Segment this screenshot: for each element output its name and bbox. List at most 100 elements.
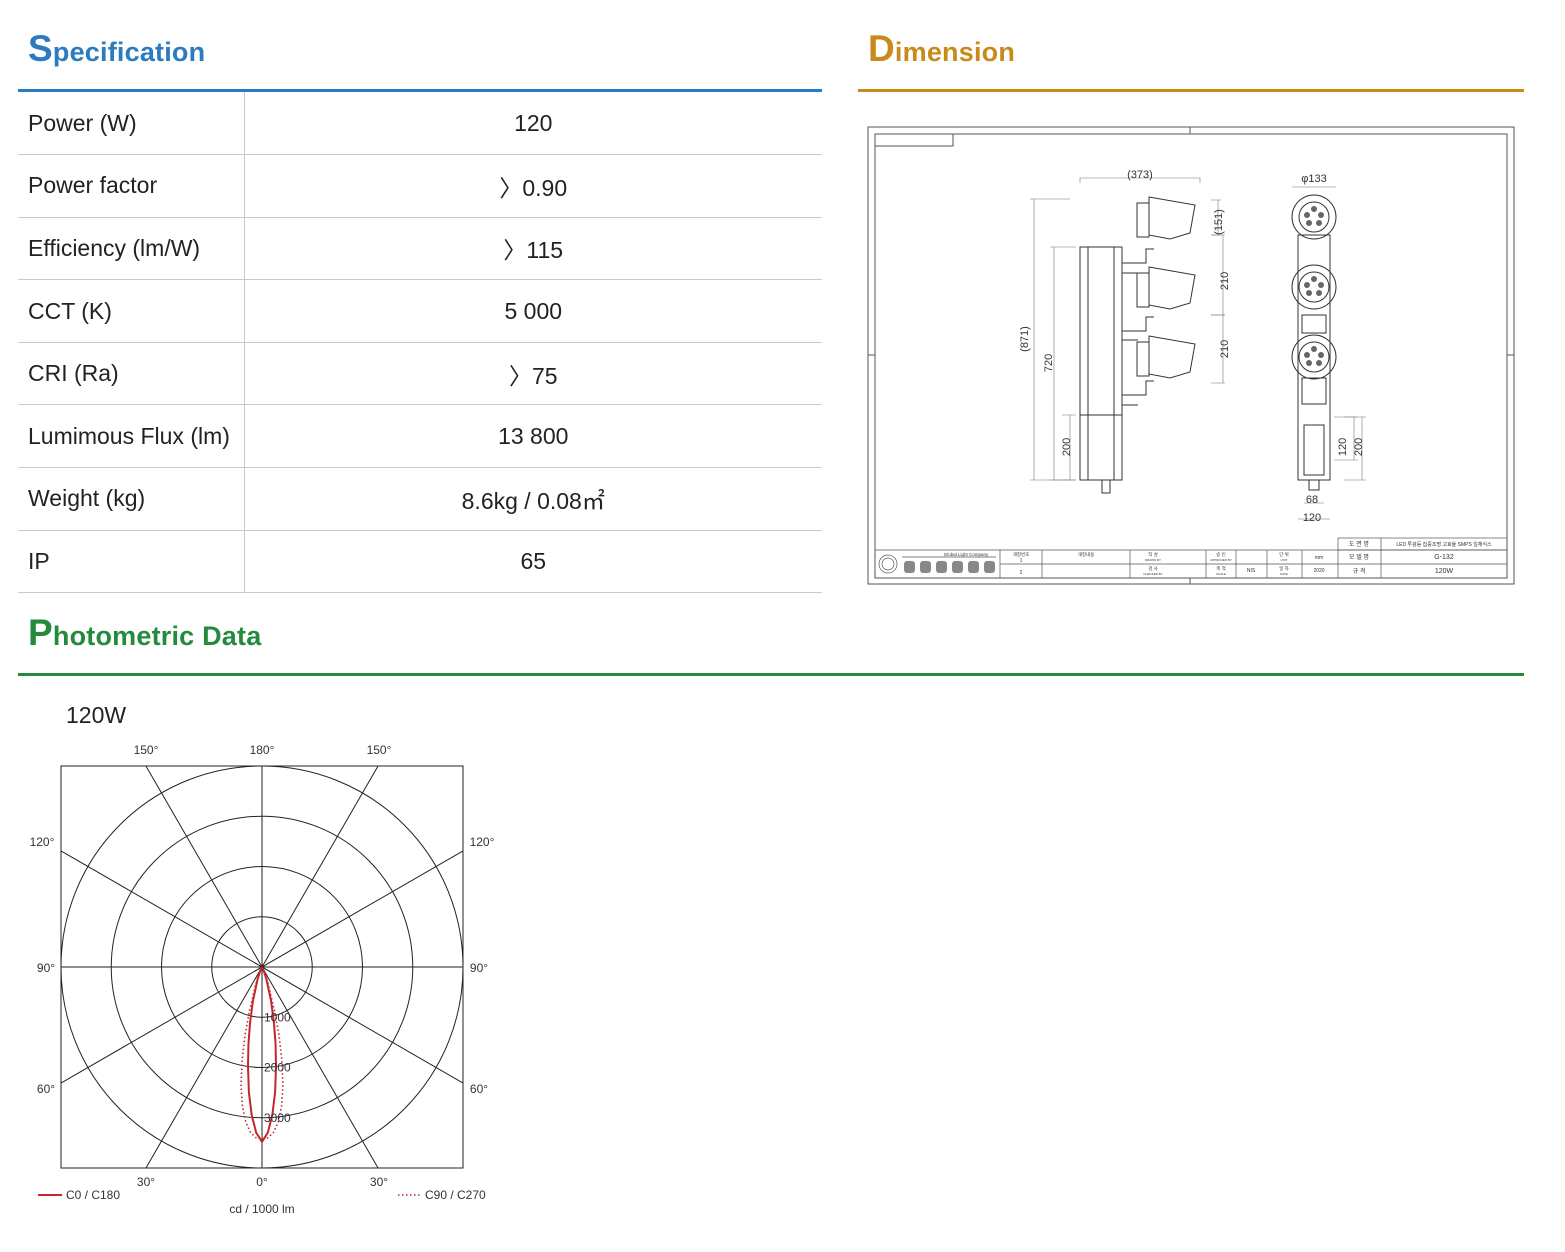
polar-grid: [60, 765, 464, 1169]
angle-label-right-upper: 120°: [470, 835, 495, 849]
spec-label: Power factor: [18, 154, 245, 218]
dimension-title: Dimension: [868, 28, 1015, 70]
side-view-labels: (373) (151) 210 210 (871) 720 200: [1019, 169, 1231, 456]
spec-label: Efficiency (lm/W): [18, 217, 245, 281]
radial-tick-label: 1000: [264, 1010, 291, 1024]
dim-base-height: 200: [1061, 438, 1073, 456]
angle-label-right-middle: 90°: [470, 961, 488, 975]
dim-width-total: (373): [1127, 169, 1153, 181]
specification-title-rest: pecification: [52, 37, 206, 67]
series-c0-c180-curve: [247, 966, 277, 1144]
tb-unit-ko: 단 위: [1279, 551, 1289, 558]
dimension-drawing: (373) (151) 210 210 (871) 720 200 φ133 1…: [867, 126, 1515, 585]
dimension-rule: [858, 89, 1524, 92]
angle-label-top-center: 180°: [250, 743, 275, 757]
dim-box-height-b: 200: [1353, 438, 1365, 456]
angle-label-bottom-center: 0°: [256, 1175, 268, 1189]
spec-label: Power (W): [18, 92, 245, 156]
legend: C0 / C180 C90 / C270 cd / 1000 lm: [38, 1188, 486, 1216]
tb-scale: NIS: [1247, 568, 1256, 574]
tb-approved-ko: 승 인: [1216, 551, 1226, 557]
photometric-title: Photometric Data: [28, 612, 261, 654]
angle-label-left-middle: 90°: [37, 961, 55, 975]
specification-table: Power (W) 120 Power factor 〉0.90 Efficienc…: [18, 92, 822, 594]
tb-rev-content: 개정내용: [1078, 551, 1095, 558]
front-view-leds: [1304, 206, 1324, 366]
tb-date-en: DATE: [1280, 572, 1288, 576]
tb-drawing-name: LED 투광등 집중조명 고효율 SMPS 일체식스: [1396, 541, 1492, 548]
polar-series: [240, 966, 284, 1144]
spec-value: 120: [244, 92, 822, 156]
spec-value: 〉75: [244, 342, 822, 406]
drawing-frame: [867, 126, 1515, 585]
spec-row-flux: Lumimous Flux (lm) 13 800: [18, 404, 822, 469]
tb-drawn-ko: 작 성: [1148, 551, 1158, 558]
photometric-chart: 120W 150° 180° 150° 120° 90° 60° 120° 90…: [30, 702, 495, 1216]
photometric-rule: [18, 673, 1524, 676]
dimension-title-rest: imension: [894, 37, 1016, 67]
tb-model: G-132: [1434, 554, 1454, 561]
front-view: [1291, 194, 1337, 491]
photometric-title-rest: hotometric Data: [52, 621, 262, 651]
side-view-dimensions: [1030, 177, 1225, 481]
dim-spacing-1: 210: [1219, 272, 1231, 290]
spec-row-ip: IP 65: [18, 530, 822, 594]
tb-rev-no: 개정번호: [1013, 551, 1030, 558]
spec-value: 8.6kg / 0.08㎡: [244, 467, 822, 531]
dim-head-height: (151): [1213, 209, 1225, 235]
tb-model-label: 모 델 명: [1349, 553, 1369, 561]
tb-rev1: 1: [1020, 558, 1023, 564]
spec-value: 5 000: [244, 279, 822, 343]
tb-scale-en: SCALE: [1216, 572, 1226, 576]
specification-title: Specification: [28, 28, 205, 70]
front-view-labels: φ133 120 200 68 120: [1301, 173, 1365, 524]
specification-title-cap: S: [28, 28, 53, 69]
radial-tick-label: 2000: [264, 1061, 291, 1075]
tb-checked-ko: 검 사: [1148, 565, 1158, 572]
dim-box-height-a: 120: [1337, 438, 1349, 456]
spec-value: 65: [244, 530, 822, 594]
tb-spec: 120W: [1435, 568, 1454, 575]
dimension-title-cap: D: [868, 28, 895, 69]
spec-row-power-factor: Power factor 〉0.90: [18, 154, 822, 218]
spec-label: CRI (Ra): [18, 342, 245, 406]
title-block-logo: [904, 561, 995, 573]
spec-label: Lumimous Flux (lm): [18, 404, 245, 469]
spec-row-cri: CRI (Ra) 〉75: [18, 342, 822, 406]
tb-checked-en: CHECKED BY: [1143, 572, 1163, 576]
tb-drawing-name-label: 도 면 명: [1349, 540, 1369, 548]
tb-approved-en: APPROVED BY: [1210, 558, 1232, 562]
side-view: [1079, 196, 1196, 494]
tb-date-ko: 일 자: [1279, 565, 1289, 572]
spec-label: CCT (K): [18, 279, 245, 343]
spec-value: 〉0.90: [244, 154, 822, 218]
tb-scale-ko: 축 척: [1216, 565, 1226, 572]
spec-value: 〉115: [244, 217, 822, 281]
angle-label-left-upper: 120°: [30, 835, 55, 849]
chart-title: 120W: [66, 702, 126, 728]
dim-total-height: (871): [1019, 326, 1031, 352]
tb-spec-label: 규 격: [1353, 568, 1366, 575]
title-block-text: Global Light Company 도 면 명 LED 투광등 집중조명 …: [944, 540, 1492, 576]
dim-spacing-2: 210: [1219, 340, 1231, 358]
dim-box-width-a: 68: [1306, 494, 1318, 506]
angle-label-top-left: 150°: [134, 743, 159, 757]
spec-value: 13 800: [244, 404, 822, 469]
spec-row-efficiency: Efficiency (lm/W) 〉115: [18, 217, 822, 281]
spec-row-cct: CCT (K) 5 000: [18, 279, 822, 343]
radial-tick-labels: 1000 2000 3000: [264, 1010, 291, 1125]
unit-label: cd / 1000 lm: [229, 1202, 294, 1216]
angle-label-top-right: 150°: [367, 743, 392, 757]
spec-label: IP: [18, 530, 245, 594]
angle-label-bottom-right: 30°: [370, 1175, 388, 1189]
title-block: [875, 537, 1508, 579]
legend-label-c0: C0 / C180: [66, 1188, 120, 1202]
specification-rule: [18, 89, 822, 92]
angle-label-bottom-left: 30°: [137, 1175, 155, 1189]
dim-body-height: 720: [1043, 354, 1055, 372]
spec-row-weight: Weight (kg) 8.6kg / 0.08㎡: [18, 467, 822, 531]
photometric-title-cap: P: [28, 612, 53, 653]
tb-unit-en: UNIT: [1281, 558, 1288, 562]
legend-label-c90: C90 / C270: [425, 1188, 486, 1202]
spec-row-power: Power (W) 120: [18, 92, 822, 156]
